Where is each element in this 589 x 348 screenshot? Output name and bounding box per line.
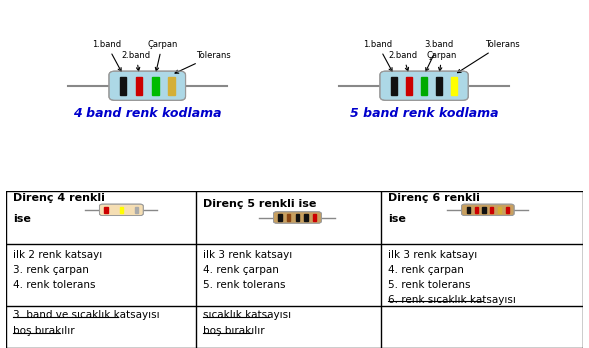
FancyBboxPatch shape [273,212,322,223]
Bar [391,77,398,95]
Text: 5 band renk kodlama: 5 band renk kodlama [350,107,498,120]
Bar [313,214,316,221]
Bar [466,207,470,213]
Text: 2.band: 2.band [122,51,151,71]
Bar [490,207,494,213]
Text: Çarpan: Çarpan [147,40,177,71]
Text: Direnç 4 renkli: Direnç 4 renkli [13,193,105,203]
Bar [136,77,143,95]
Text: Direnç 6 renkli: Direnç 6 renkli [388,193,480,203]
Bar [279,214,282,221]
FancyBboxPatch shape [380,71,468,100]
Text: ilk 3 renk katsayı: ilk 3 renk katsayı [388,250,477,260]
Text: 1.band: 1.band [92,40,121,71]
Bar [168,77,174,95]
Text: 4. renk çarpan: 4. renk çarpan [203,265,279,275]
Bar [475,207,478,213]
Bar [498,207,501,213]
Bar [305,214,307,221]
Text: ise: ise [13,214,31,223]
Bar [482,207,485,213]
FancyBboxPatch shape [462,204,514,216]
Bar [120,77,126,95]
Text: Direnç 5 renkli ise: Direnç 5 renkli ise [203,199,317,208]
Text: 4 band renk kodlama: 4 band renk kodlama [73,107,221,120]
Text: sıcaklık katsayısı: sıcaklık katsayısı [203,310,292,321]
Bar [406,77,412,95]
Bar [506,207,509,213]
Bar [287,214,290,221]
Text: ise: ise [388,214,406,223]
Text: 3. band ve sıcaklık katsayısı: 3. band ve sıcaklık katsayısı [13,310,160,321]
FancyBboxPatch shape [109,71,186,100]
Text: ilk 3 renk katsayı: ilk 3 renk katsayı [203,250,293,260]
Bar [120,207,123,213]
Bar [421,77,428,95]
Text: 4. renk tolerans: 4. renk tolerans [13,280,95,290]
Text: 2.band: 2.band [389,51,418,71]
Text: Tolerans: Tolerans [458,40,519,73]
Text: boş bırakılır: boş bırakılır [13,326,74,337]
Text: 5. renk tolerans: 5. renk tolerans [388,280,471,290]
Text: 6. renk sıcaklık katsayısı: 6. renk sıcaklık katsayısı [388,295,516,305]
Text: 4. renk çarpan: 4. renk çarpan [388,265,464,275]
Text: Tolerans: Tolerans [175,51,231,73]
Text: 3. renk çarpan: 3. renk çarpan [13,265,89,275]
Bar [436,77,442,95]
Text: 5. renk tolerans: 5. renk tolerans [203,280,286,290]
Text: ilk 2 renk katsayı: ilk 2 renk katsayı [13,250,102,260]
Bar [104,207,108,213]
FancyBboxPatch shape [100,204,143,216]
Bar [135,207,138,213]
Text: boş bırakılır: boş bırakılır [203,326,265,337]
Text: Çarpan: Çarpan [427,51,457,71]
Text: 1.band: 1.band [363,40,392,71]
Bar [296,214,299,221]
Bar [451,77,458,95]
Bar [152,77,158,95]
Text: 3.band: 3.band [424,40,454,71]
